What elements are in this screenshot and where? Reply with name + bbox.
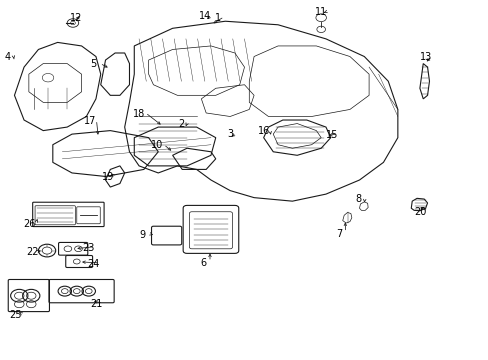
Text: 24: 24 bbox=[87, 259, 100, 269]
Text: 8: 8 bbox=[355, 194, 361, 204]
Text: 9: 9 bbox=[140, 230, 146, 240]
Text: 23: 23 bbox=[82, 243, 95, 253]
Text: 1: 1 bbox=[215, 13, 221, 23]
Text: 25: 25 bbox=[9, 310, 21, 320]
Text: 13: 13 bbox=[419, 52, 431, 62]
Text: 16: 16 bbox=[257, 126, 269, 136]
Text: 17: 17 bbox=[84, 116, 96, 126]
Text: 14: 14 bbox=[199, 11, 211, 21]
Text: 10: 10 bbox=[151, 140, 163, 150]
Text: 19: 19 bbox=[102, 172, 114, 182]
Text: 3: 3 bbox=[226, 129, 233, 139]
Text: 22: 22 bbox=[26, 247, 39, 257]
Text: 26: 26 bbox=[23, 219, 36, 229]
Text: 4: 4 bbox=[4, 52, 10, 62]
Text: 15: 15 bbox=[325, 130, 337, 140]
Text: 2: 2 bbox=[178, 118, 184, 129]
Text: 6: 6 bbox=[200, 258, 206, 268]
Text: 21: 21 bbox=[91, 299, 103, 309]
Text: 20: 20 bbox=[414, 207, 426, 217]
Text: 5: 5 bbox=[90, 59, 97, 69]
Text: 11: 11 bbox=[314, 8, 326, 17]
Text: 12: 12 bbox=[69, 13, 82, 23]
Text: 7: 7 bbox=[336, 229, 342, 239]
Text: 18: 18 bbox=[133, 109, 145, 119]
